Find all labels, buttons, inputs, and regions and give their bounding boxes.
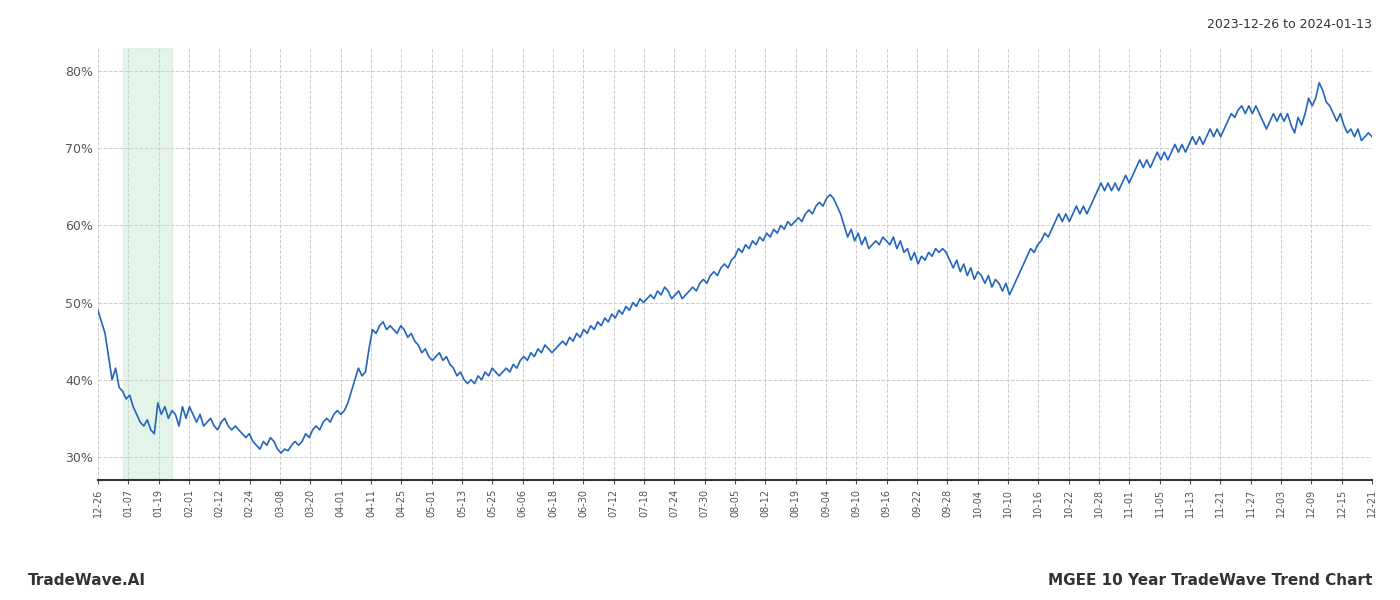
Text: TradeWave.AI: TradeWave.AI	[28, 573, 146, 588]
Text: 2023-12-26 to 2024-01-13: 2023-12-26 to 2024-01-13	[1207, 18, 1372, 31]
Bar	[123, 48, 172, 480]
Text: MGEE 10 Year TradeWave Trend Chart: MGEE 10 Year TradeWave Trend Chart	[1047, 573, 1372, 588]
